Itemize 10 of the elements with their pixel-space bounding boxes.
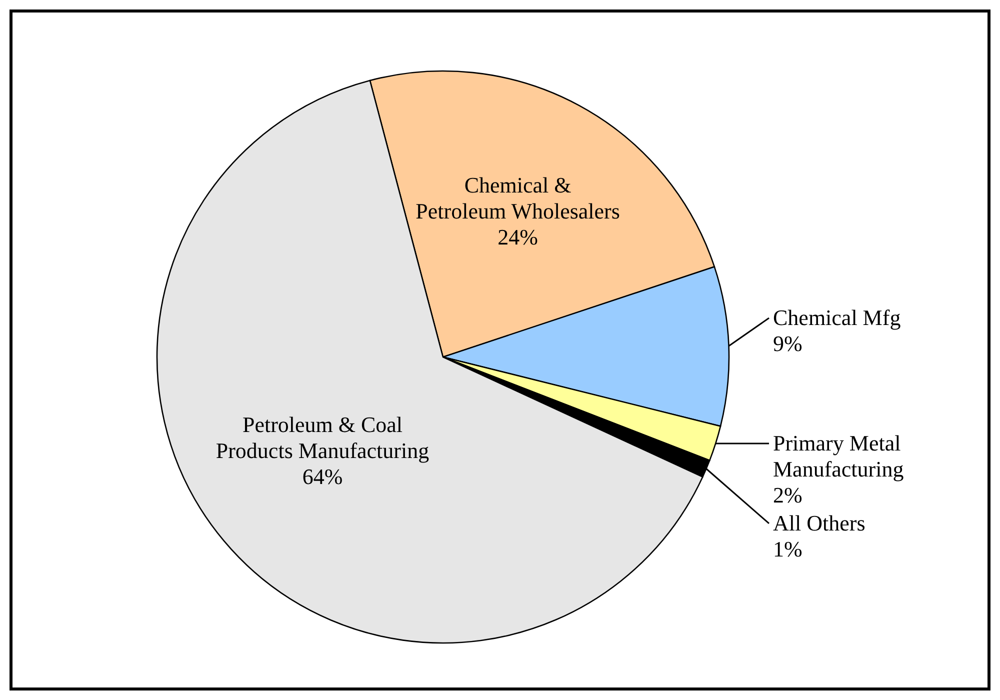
- data-label: 1%: [773, 536, 802, 562]
- slice-label: Chemical Mfg: [773, 305, 901, 330]
- slice-label: Petroleum & Coal Products Manufacturing: [216, 412, 430, 464]
- slice-label: Primary Metal Manufacturing: [773, 430, 904, 482]
- data-label: 2%: [773, 482, 802, 508]
- data-label: 24%: [498, 224, 538, 250]
- slice-label: Chemical & Petroleum Wholesalers: [416, 172, 620, 224]
- data-label: 64%: [302, 464, 343, 490]
- slice-label: All Others: [773, 510, 866, 536]
- data-label: 9%: [773, 331, 802, 356]
